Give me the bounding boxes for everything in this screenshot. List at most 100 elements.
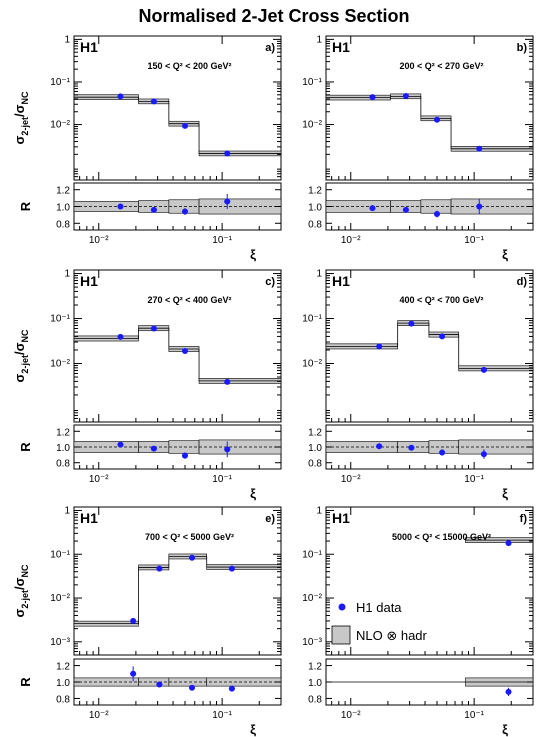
y-axis-label: σ2-jet/σNC (12, 329, 30, 382)
q2-range-label: 400 < Q² < 700 GeV² (399, 295, 483, 305)
panel-label: f) (520, 513, 528, 525)
y-tick-label: 1 (64, 505, 70, 516)
ratio-point (150, 206, 157, 213)
x-tick-label: 10⁻¹ (212, 235, 232, 246)
y-label-main: σ (12, 608, 27, 617)
panel-label: b) (517, 42, 528, 54)
data-point (408, 320, 415, 327)
ratio-tick-label: 0.8 (308, 459, 322, 470)
panel-a: 10⁻² 10⁻¹ 1 H1 a) 150 < Q² < 200 GeV² 0.8 1.0 1.… (12, 34, 282, 262)
x-tick-label: 10⁻¹ (212, 710, 232, 721)
ratio-tick-label: 1.0 (56, 678, 70, 689)
x-axis-label: ξ (250, 486, 256, 501)
top-frame (73, 506, 282, 656)
q2-range-label: 700 < Q² < 5000 GeV² (145, 532, 234, 542)
data-point (439, 333, 446, 340)
data-point (181, 122, 188, 129)
y-label-sep: /σ (12, 104, 27, 117)
ratio-point (181, 452, 188, 459)
experiment-label: H1 (332, 39, 350, 55)
ratio-point (376, 443, 383, 450)
data-point (117, 93, 124, 100)
data-point (505, 540, 512, 547)
y-label-sub2: NC (20, 564, 30, 577)
y-tick-label: 10⁻² (302, 358, 322, 369)
ratio-point (181, 208, 188, 215)
ratio-tick-label: 0.8 (308, 694, 322, 705)
ratio-point (117, 203, 124, 210)
ratio-tick-label: 1.2 (56, 662, 70, 673)
ratio-point (117, 441, 124, 448)
y-label-main: σ (12, 373, 27, 382)
ratio-point (505, 688, 512, 695)
ratio-axis-label: R (18, 442, 33, 452)
ratio-tick-label: 1.0 (308, 443, 322, 454)
data-point (480, 366, 487, 373)
experiment-label: H1 (80, 39, 98, 55)
legend-band-label: NLO ⊗ hadr (356, 628, 428, 643)
top-frame (325, 35, 534, 181)
ratio-point (476, 203, 483, 210)
ratio-tick-label: 1.2 (56, 427, 70, 438)
ratio-point (224, 446, 231, 453)
ratio-tick-label: 1.2 (308, 427, 322, 438)
y-tick-label: 10⁻³ (50, 637, 70, 648)
y-label-main: σ (12, 135, 27, 144)
q2-range-label: 5000 < Q² < 15000 GeV² (392, 532, 491, 542)
y-label-sub2: NC (20, 91, 30, 104)
y-tick-label: 10⁻¹ (302, 314, 322, 325)
x-tick-label: 10⁻² (341, 710, 361, 721)
ratio-tick-label: 0.8 (56, 694, 70, 705)
y-tick-label: 1 (316, 34, 322, 45)
ratio-point (156, 681, 163, 688)
x-axis-label: ξ (502, 486, 508, 501)
q2-range-label: 270 < Q² < 400 GeV² (147, 295, 231, 305)
ratio-point (228, 685, 235, 692)
y-axis-label: σ2-jet/σNC (12, 91, 30, 144)
data-point (189, 554, 196, 561)
data-point (150, 325, 157, 332)
ratio-tick-label: 0.8 (56, 459, 70, 470)
y-axis-label: σ2-jet/σNC (12, 564, 30, 617)
data-point (150, 98, 157, 105)
ratio-point (189, 684, 196, 691)
data-point (181, 347, 188, 354)
q2-range-label: 150 < Q² < 200 GeV² (147, 61, 231, 71)
ratio-point (130, 670, 137, 677)
x-axis-label: ξ (250, 247, 256, 262)
ratio-point (439, 449, 446, 456)
x-axis-label: ξ (502, 722, 508, 737)
ratio-point (402, 206, 409, 213)
y-tick-label: 1 (64, 269, 70, 280)
ratio-point (433, 211, 440, 218)
x-axis-label: ξ (250, 722, 256, 737)
panel-c: 10⁻² 10⁻¹ 1 H1 c) 270 < Q² < 400 GeV² 0.8 1.0 1.… (12, 269, 282, 501)
panel-b: 10⁻² 10⁻¹ 1 H1 b) 200 < Q² < 270 GeV² 0.8 1.0 1.… (302, 34, 534, 262)
ratio-axis-label: R (18, 201, 33, 211)
y-tick-label: 1 (316, 505, 322, 516)
x-tick-label: 10⁻¹ (464, 710, 484, 721)
panel-label: d) (517, 276, 528, 288)
data-point (224, 378, 231, 385)
y-tick-label: 10⁻¹ (50, 77, 70, 88)
x-axis-label: ξ (502, 247, 508, 262)
y-tick-label: 10⁻¹ (50, 549, 70, 560)
top-frame (73, 269, 282, 423)
legend-data-label: H1 data (356, 600, 402, 615)
panel-f: 10⁻³ 10⁻² 10⁻¹ 1 H1 f) 5000 < Q² < 15000 GeV² 0… (302, 505, 534, 737)
y-label-sep: /σ (12, 577, 27, 590)
ratio-axis-label: R (18, 677, 33, 687)
y-tick-label: 10⁻³ (302, 637, 322, 648)
experiment-label: H1 (332, 510, 350, 526)
data-point (369, 94, 376, 101)
panel-label: a) (265, 42, 275, 54)
y-tick-label: 10⁻¹ (302, 549, 322, 560)
ratio-tick-label: 1.0 (308, 203, 322, 214)
ratio-tick-label: 1.0 (56, 203, 70, 214)
ratio-point (408, 444, 415, 451)
y-tick-label: 10⁻¹ (50, 314, 70, 325)
data-point (228, 565, 235, 572)
ratio-tick-label: 1.2 (308, 662, 322, 673)
panel-e: 10⁻³ 10⁻² 10⁻¹ 1 H1 e) 700 < Q² < 5000 GeV² 0.8… (12, 505, 282, 737)
ratio-tick-label: 1.0 (308, 678, 322, 689)
